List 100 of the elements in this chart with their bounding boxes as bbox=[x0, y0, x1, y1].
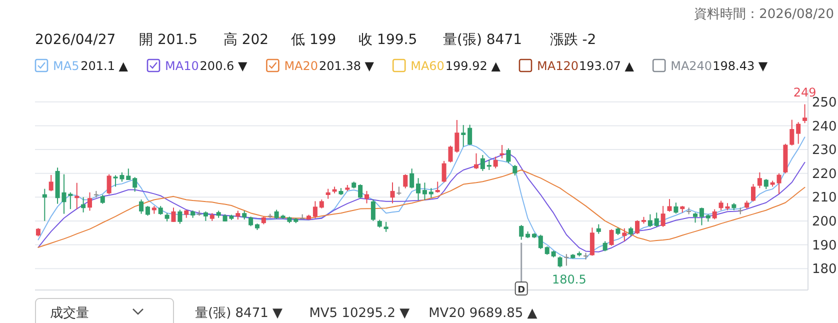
candlestick bbox=[468, 124, 472, 146]
candlestick bbox=[312, 200, 318, 219]
candlestick bbox=[396, 186, 402, 196]
legend-label: MA60 bbox=[410, 59, 444, 73]
y-tick-label: 220 bbox=[812, 166, 837, 182]
candlestick bbox=[512, 164, 518, 176]
candlestick bbox=[48, 174, 54, 192]
legend-label: MA5 bbox=[53, 59, 80, 73]
candlestick bbox=[500, 144, 504, 159]
candlestick bbox=[100, 194, 105, 204]
text: 2026/04/27 bbox=[35, 32, 116, 48]
text: MV5 10295.2 ▼ bbox=[309, 306, 410, 321]
candlestick bbox=[596, 224, 601, 234]
y-tick-label: 180 bbox=[812, 262, 837, 278]
candlestick bbox=[132, 176, 138, 192]
candlestick bbox=[81, 196, 86, 213]
candlestick bbox=[674, 202, 678, 214]
text: 量(張) 8471 ▼ bbox=[195, 306, 282, 321]
legend-label: MA20 bbox=[284, 59, 318, 73]
candlestick bbox=[602, 240, 608, 252]
annotation: D bbox=[518, 286, 526, 296]
candlestick bbox=[145, 205, 150, 216]
text: 201.38 ▼ bbox=[319, 59, 375, 73]
candlestick bbox=[410, 168, 414, 189]
text: 開 201.5 bbox=[139, 32, 198, 48]
candlestick bbox=[416, 178, 421, 200]
candlestick bbox=[435, 181, 440, 194]
y-tick-label: 210 bbox=[812, 190, 837, 206]
candlestick bbox=[370, 199, 376, 222]
candlestick bbox=[660, 205, 666, 228]
candlestick bbox=[74, 182, 80, 210]
candlestick bbox=[171, 207, 176, 222]
candlestick bbox=[442, 160, 446, 183]
candlestick bbox=[802, 104, 808, 124]
candlestick bbox=[448, 145, 453, 163]
candlestick bbox=[757, 172, 762, 189]
candlestick bbox=[42, 188, 47, 222]
candlestick bbox=[764, 178, 768, 190]
y-tick-label: 200 bbox=[812, 214, 837, 230]
text: 資料時間：2026/08/20 bbox=[694, 7, 834, 22]
candlestick bbox=[538, 234, 543, 250]
candlestick bbox=[178, 209, 182, 224]
candlestick bbox=[622, 228, 627, 242]
candlestick bbox=[486, 160, 492, 170]
candlestick bbox=[519, 224, 524, 240]
candlestick bbox=[609, 228, 614, 246]
candlestick bbox=[750, 184, 756, 202]
text: 198.43 ▼ bbox=[712, 59, 768, 73]
candlestick bbox=[699, 207, 704, 226]
candlestick bbox=[390, 182, 395, 204]
text: 193.07 ▲ bbox=[579, 59, 635, 73]
text: 量(張) 8471 bbox=[443, 32, 522, 48]
text: 199.92 ▲ bbox=[445, 59, 502, 73]
annotation: 180.5 bbox=[552, 272, 586, 286]
candlestick bbox=[693, 212, 698, 224]
legend-label: MA240 bbox=[670, 59, 712, 73]
text: 201.1 ▲ bbox=[80, 59, 129, 73]
text: 漲跌 -2 bbox=[550, 32, 596, 48]
candlestick bbox=[454, 120, 460, 154]
candlestick bbox=[384, 221, 388, 232]
candlestick bbox=[461, 124, 466, 148]
candlestick bbox=[776, 172, 782, 195]
candlestick bbox=[88, 192, 92, 212]
candlestick bbox=[248, 216, 254, 227]
candlestick bbox=[364, 190, 369, 204]
candlestick bbox=[790, 119, 794, 146]
y-tick-label: 240 bbox=[812, 119, 837, 134]
text: MV20 9689.85 ▲ bbox=[428, 306, 538, 321]
candlestick bbox=[139, 199, 144, 214]
text: 高 202 bbox=[223, 32, 269, 48]
candlestick bbox=[667, 198, 672, 212]
candlestick bbox=[712, 208, 717, 220]
candlestick bbox=[428, 188, 434, 198]
candlestick bbox=[635, 220, 640, 235]
y-tick-label: 250 bbox=[812, 95, 837, 110]
candlestick bbox=[326, 188, 330, 200]
candlestick bbox=[358, 184, 363, 199]
candlestick bbox=[203, 210, 208, 222]
candlestick bbox=[564, 254, 569, 266]
candlestick bbox=[628, 226, 634, 236]
candlestick bbox=[106, 174, 112, 195]
legend-label: MA120 bbox=[537, 59, 578, 73]
text: 成交量 bbox=[50, 305, 89, 321]
text: 200.6 ▼ bbox=[200, 59, 248, 73]
candlestick bbox=[590, 227, 594, 256]
legend-label: MA10 bbox=[165, 59, 199, 73]
candlestick bbox=[654, 212, 659, 228]
candlestick bbox=[506, 148, 511, 164]
candlestick bbox=[796, 122, 801, 144]
y-tick-label: 190 bbox=[812, 238, 837, 254]
candlestick bbox=[474, 152, 479, 170]
candlestick bbox=[648, 214, 652, 228]
candlestick bbox=[68, 192, 73, 210]
candlestick bbox=[403, 174, 408, 189]
candlestick bbox=[493, 156, 498, 169]
text: 低 199 bbox=[291, 32, 336, 48]
candlestick bbox=[422, 182, 427, 200]
y-tick-label: 230 bbox=[812, 143, 837, 158]
candlestick bbox=[480, 154, 485, 172]
text: 收 199.5 bbox=[358, 32, 418, 48]
